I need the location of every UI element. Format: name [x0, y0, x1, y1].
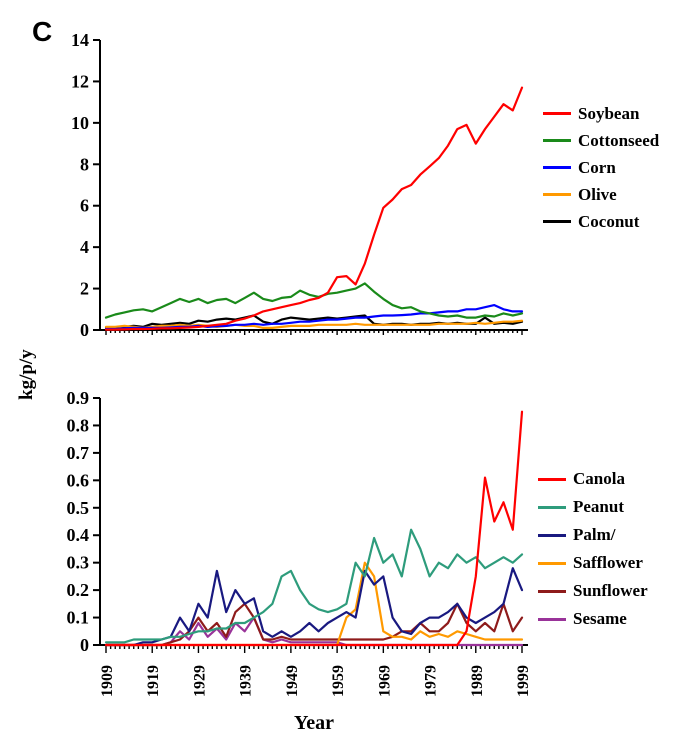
- legend-item-palm: Palm/: [538, 521, 648, 549]
- legend-swatch: [538, 477, 566, 481]
- legend-swatch: [543, 220, 571, 223]
- legend-swatch: [538, 533, 566, 537]
- x-tick-label: 1999: [515, 665, 532, 697]
- legend-item-sesame: Sesame: [538, 605, 648, 633]
- legend-label: Corn: [578, 157, 616, 177]
- x-tick-label: 1969: [376, 665, 393, 697]
- y-tick-label: 0.5: [67, 498, 90, 518]
- legend-item-sunflower: Sunflower: [538, 577, 648, 605]
- legend-item-peanut: Peanut: [538, 493, 648, 521]
- legend-label: Peanut: [573, 497, 624, 516]
- y-tick-label: 12: [71, 71, 89, 91]
- x-tick-label: 1989: [469, 665, 486, 697]
- legend-label: Sunflower: [573, 581, 648, 600]
- x-tick-label: 1929: [191, 665, 208, 697]
- legend-swatch: [538, 589, 566, 593]
- legend-label: Soybean: [578, 103, 640, 123]
- legend-bottom: Canola Peanut Palm/Safflower Sunflower Sesam…: [538, 465, 648, 633]
- legend-label: Safflower: [573, 553, 643, 572]
- y-tick-label: 0.2: [67, 580, 90, 600]
- y-tick-label: 14: [71, 30, 89, 50]
- panel-letter: C: [32, 16, 53, 47]
- legend-swatch: [543, 139, 571, 142]
- y-tick-label: 6: [80, 196, 89, 216]
- x-tick-label: 1909: [99, 665, 116, 697]
- x-tick-label: 1959: [330, 665, 347, 697]
- legend-swatch: [543, 193, 571, 196]
- legend-item-corn: Corn: [543, 154, 659, 181]
- legend-item-cottonseed: Cottonseed: [543, 127, 659, 154]
- y-tick-label: 0.3: [67, 553, 90, 573]
- legend-swatch: [538, 617, 566, 621]
- x-tick-label: 1919: [145, 665, 162, 697]
- y-tick-label: 0.1: [67, 608, 90, 628]
- y-tick-label: 2: [80, 279, 89, 299]
- series-safflower-line: [104, 561, 524, 647]
- series-sunflower-line: [104, 602, 524, 647]
- series-palm-line: [104, 567, 524, 647]
- legend-label: Canola: [573, 469, 625, 488]
- series-olive-line: [104, 319, 524, 329]
- y-tick-label: 0: [80, 635, 89, 655]
- y-tick-label: 8: [80, 154, 89, 174]
- x-tick-label: 1939: [238, 665, 255, 697]
- chart-top: 0 2 4 6 8 10 12 14: [71, 30, 528, 340]
- legend-label: Coconut: [578, 211, 640, 231]
- y-tick-label: 0.7: [67, 443, 90, 463]
- series-cottonseed-line: [104, 282, 524, 319]
- legend-item-soybean: Soybean: [543, 100, 659, 127]
- x-tick-label: 1979: [423, 665, 440, 697]
- y-tick-label: 0.9: [67, 388, 90, 408]
- legend-swatch: [543, 166, 571, 169]
- y-tick-label: 4: [80, 237, 89, 257]
- y-tick-label: 0.8: [67, 415, 90, 435]
- legend-item-safflower: Safflower: [538, 549, 648, 577]
- y-tick-label: 10: [71, 113, 89, 133]
- legend-label: Sesame: [573, 609, 627, 628]
- legend-top: Soybean Cottonseed Corn Olive Coconut: [543, 100, 659, 235]
- legend-swatch: [538, 561, 566, 565]
- legend-label: Olive: [578, 184, 617, 204]
- y-tick-label: 0.6: [67, 470, 90, 490]
- legend-label: Cottonseed: [578, 130, 660, 150]
- y-tick-label: 0.4: [67, 525, 90, 545]
- series-canola-line: [104, 410, 524, 647]
- x-tick-label: 1949: [284, 665, 301, 697]
- legend-label: Palm/: [573, 525, 616, 544]
- legend-item-coconut: Coconut: [543, 208, 659, 235]
- legend-item-canola: Canola: [538, 465, 648, 493]
- legend-item-olive: Olive: [543, 181, 659, 208]
- series-peanut-line: [104, 528, 524, 644]
- x-axis-title: Year: [294, 712, 334, 734]
- legend-swatch: [543, 112, 571, 115]
- series-soybean-line: [104, 86, 524, 331]
- chart-bottom: 0 0.1 0.2 0.3 0.4 0.5 0.6 0.7 0.8 0.9 1909 1919 1929…: [67, 388, 533, 697]
- legend-swatch: [538, 505, 566, 509]
- y-tick-label: 0: [80, 320, 89, 340]
